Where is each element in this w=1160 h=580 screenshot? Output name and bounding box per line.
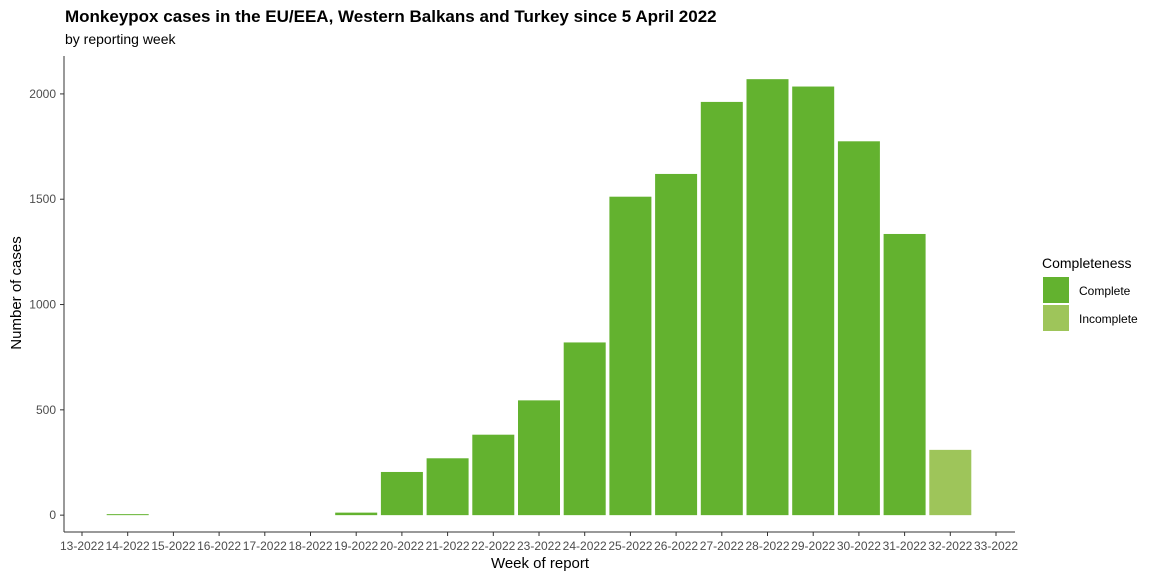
bar-complete-27-2022 xyxy=(700,101,743,516)
x-tick-label: 27-2022 xyxy=(700,539,744,553)
y-tick-label: 1000 xyxy=(29,298,56,312)
x-tick-label: 13-2022 xyxy=(60,539,104,553)
x-tick-label: 30-2022 xyxy=(837,539,881,553)
x-tick-label: 18-2022 xyxy=(288,539,332,553)
legend-title: Completeness xyxy=(1042,255,1132,271)
y-tick-label: 2000 xyxy=(29,87,56,101)
legend-label-complete: Complete xyxy=(1079,284,1131,298)
x-tick-label: 20-2022 xyxy=(380,539,424,553)
x-tick-label: 23-2022 xyxy=(517,539,561,553)
bar-complete-25-2022 xyxy=(609,196,652,516)
bar-complete-30-2022 xyxy=(837,141,880,516)
x-tick-label: 33-2022 xyxy=(974,539,1018,553)
bar-complete-28-2022 xyxy=(746,79,789,516)
bar-complete-14-2022 xyxy=(106,514,149,516)
bar-complete-29-2022 xyxy=(792,86,835,516)
bar-complete-20-2022 xyxy=(380,471,423,516)
chart-title: Monkeypox cases in the EU/EEA, Western B… xyxy=(65,7,717,26)
x-tick-label: 16-2022 xyxy=(197,539,241,553)
y-tick-label: 1500 xyxy=(29,192,56,206)
x-tick-label: 15-2022 xyxy=(151,539,195,553)
x-axis-title: Week of report xyxy=(491,555,590,572)
x-tick-label: 32-2022 xyxy=(928,539,972,553)
y-tick-label: 500 xyxy=(36,403,56,417)
plot-area: 0 500 1000 1500 2000 13-2022 14-2022 15-2022 16-… xyxy=(29,56,1018,553)
legend-items: Complete Incomplete xyxy=(1043,277,1138,331)
x-tick-label: 22-2022 xyxy=(471,539,515,553)
bar-complete-21-2022 xyxy=(426,458,469,516)
x-tick-label: 31-2022 xyxy=(883,539,927,553)
bar-complete-19-2022 xyxy=(335,512,378,516)
y-axis-title: Number of cases xyxy=(8,236,25,349)
x-tick-label: 25-2022 xyxy=(608,539,652,553)
x-tick-label: 26-2022 xyxy=(654,539,698,553)
bar-complete-26-2022 xyxy=(655,173,698,516)
x-tick-label: 17-2022 xyxy=(243,539,287,553)
bar-incomplete-32-2022 xyxy=(929,449,972,516)
x-tick-label: 28-2022 xyxy=(745,539,789,553)
legend-swatch-complete xyxy=(1043,277,1069,303)
x-tick-label: 24-2022 xyxy=(563,539,607,553)
x-tick-label: 21-2022 xyxy=(426,539,470,553)
x-tick-label: 14-2022 xyxy=(106,539,150,553)
y-tick-label: 0 xyxy=(49,508,56,522)
bar-complete-22-2022 xyxy=(472,434,515,516)
bar-complete-23-2022 xyxy=(518,400,560,516)
legend-swatch-incomplete xyxy=(1043,305,1069,331)
x-tick-label: 19-2022 xyxy=(334,539,378,553)
chart-subtitle: by reporting week xyxy=(65,31,177,47)
legend-label-incomplete: Incomplete xyxy=(1079,312,1138,326)
bar-complete-24-2022 xyxy=(563,342,606,516)
x-tick-label: 29-2022 xyxy=(791,539,835,553)
legend: Completeness Complete Incomplete xyxy=(1042,255,1138,331)
bar-complete-31-2022 xyxy=(883,233,926,516)
